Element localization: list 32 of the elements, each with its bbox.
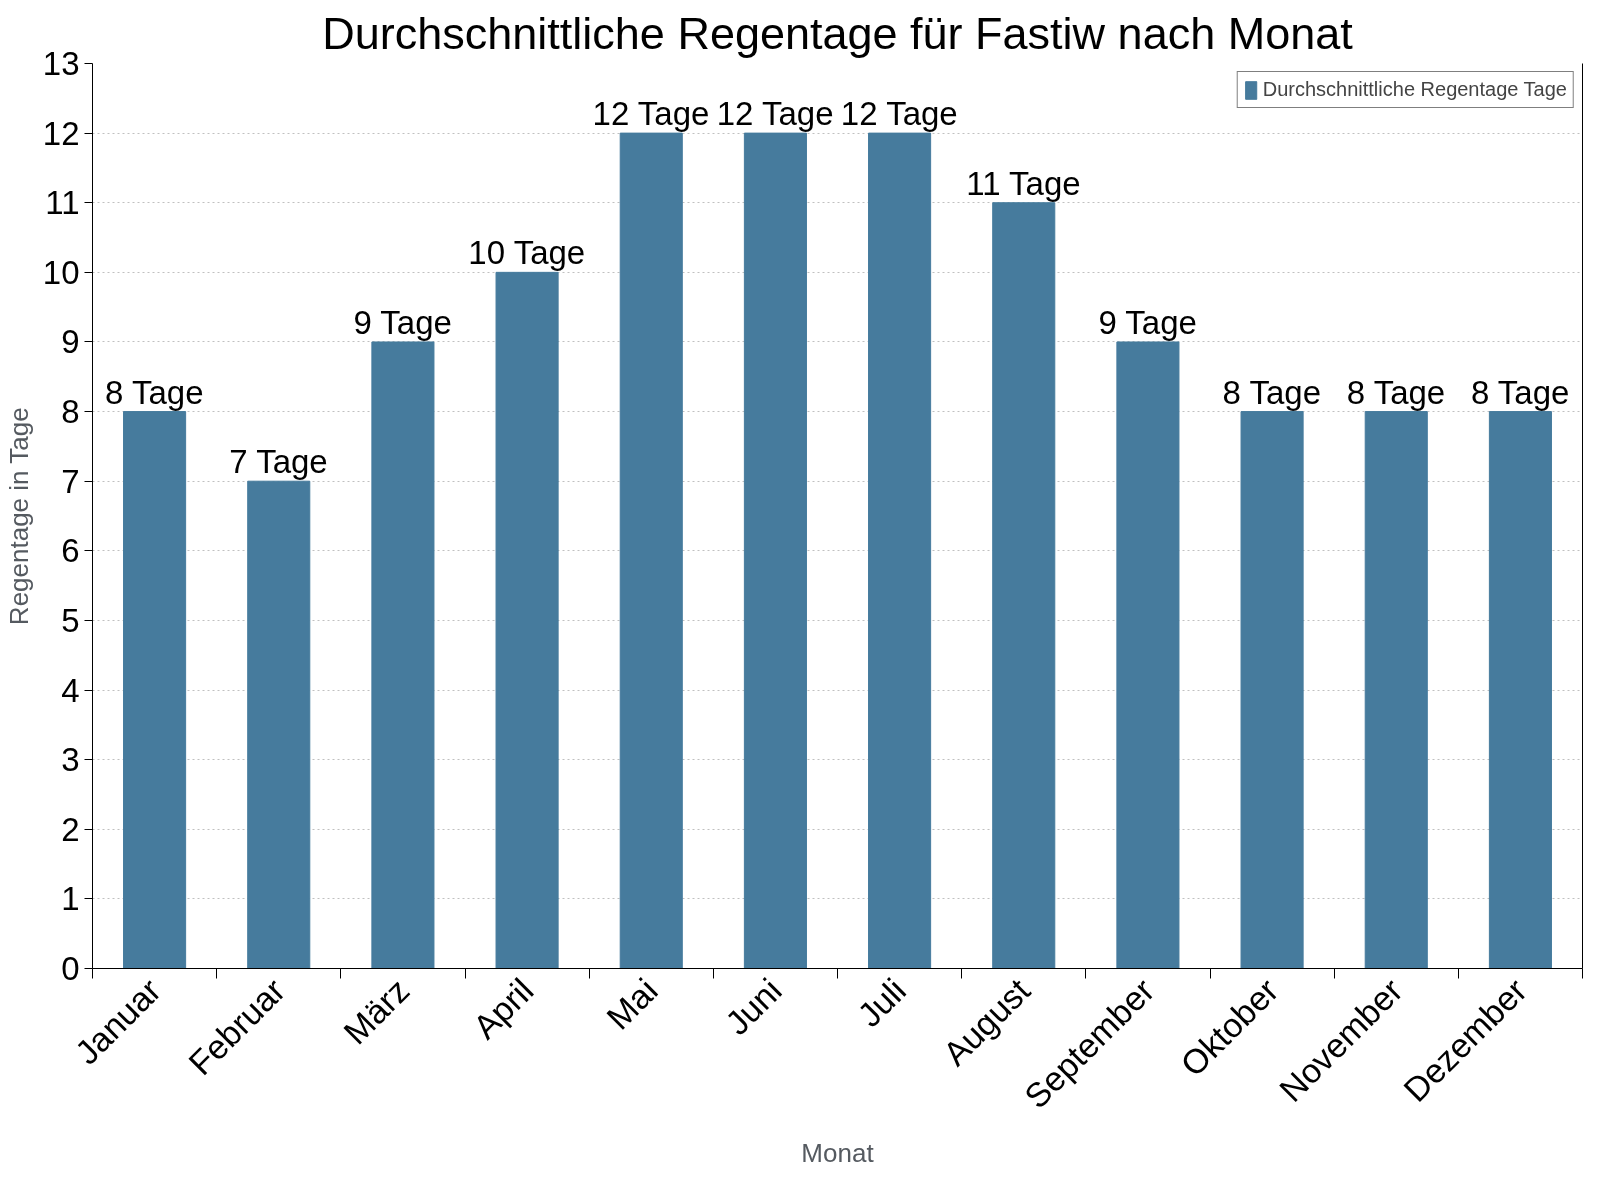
data-label: 8 Tage [1470,373,1570,411]
y-tick-label: 12 [42,114,80,152]
y-axis-title: Regentage in Tage [3,407,34,626]
legend-label: Durchschnittliche Regentage Tage [1262,78,1567,101]
y-tick-label: 1 [61,880,80,918]
x-axis-title: Monat [801,1137,875,1168]
data-label: 9 Tage [1098,303,1197,341]
y-tick-label: 6 [61,532,80,570]
data-label: 7 Tage [229,443,328,481]
data-label: 12 Tage [840,95,958,133]
data-label: 12 Tage [592,95,710,133]
y-tick-label: 8 [61,393,80,431]
data-label: 9 Tage [353,303,452,341]
data-label: 8 Tage [105,373,204,411]
y-tick-label: 2 [61,810,80,848]
chart-title: Durchschnittliche Regentage für Fastiw nach Monat [322,7,1354,59]
data-label: 11 Tage [966,164,1081,202]
data-label: 12 Tage [716,95,834,133]
y-tick-label: 5 [61,601,80,639]
data-label: 8 Tage [1222,373,1322,411]
x-tick-label: Juli [850,971,914,1035]
y-tick-label: 3 [61,741,80,779]
y-tick-label: 10 [42,253,80,291]
y-tick-label: 4 [61,671,80,709]
y-tick-label: 11 [45,184,80,222]
y-tick-label: 7 [61,462,80,500]
y-tick-label: 13 [42,45,80,82]
data-label: 8 Tage [1346,373,1446,411]
data-label: 10 Tage [468,234,586,272]
y-tick-label: 0 [61,950,80,987]
x-tick-label: Mai [599,971,665,1037]
y-tick-label: 9 [61,323,80,361]
